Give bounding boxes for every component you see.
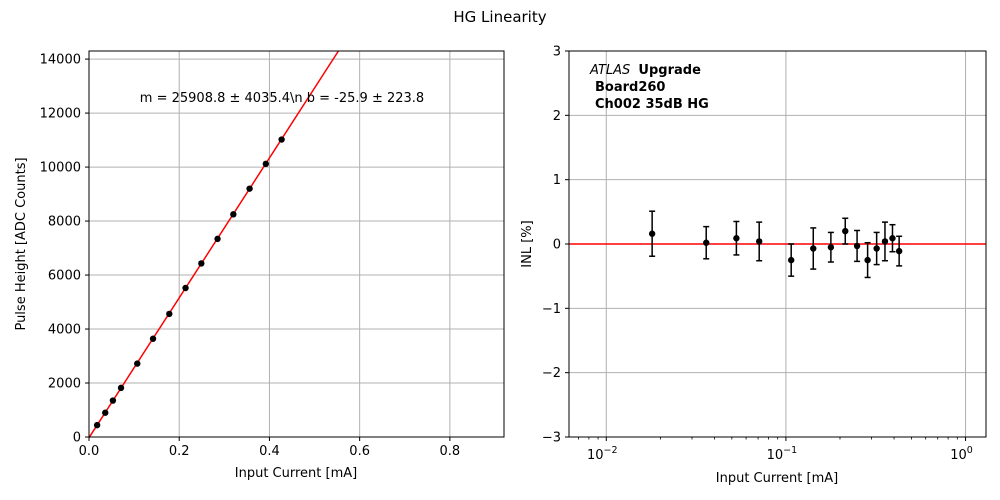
left-x-tick-label: 0.6 bbox=[349, 444, 370, 459]
figure-title: HG Linearity bbox=[453, 8, 546, 26]
right-y-tick-label: −3 bbox=[542, 431, 561, 446]
left-x-tick-label: 0.2 bbox=[169, 444, 190, 459]
right-data-point-group bbox=[787, 243, 795, 277]
right-data-point-group bbox=[853, 229, 861, 263]
atlas-experiment: ATLAS bbox=[589, 63, 630, 78]
left-y-tick-label: 14000 bbox=[40, 53, 81, 68]
right-data-point-group bbox=[648, 210, 656, 257]
right-data-point-group bbox=[889, 223, 896, 253]
right-data-point bbox=[733, 235, 740, 242]
right-y-tick-label: −1 bbox=[542, 302, 561, 317]
right-data-point bbox=[881, 238, 889, 245]
left-y-tick-label: 12000 bbox=[40, 107, 81, 122]
left-fit-line-group bbox=[88, 50, 340, 439]
right-data-point bbox=[842, 227, 849, 235]
left-data-point bbox=[166, 310, 173, 318]
right-data-point bbox=[895, 247, 903, 255]
left-x-tick-label: 0.0 bbox=[79, 444, 100, 459]
left-x-tick-label: 0.4 bbox=[259, 444, 280, 459]
right-data-point bbox=[755, 238, 763, 245]
right-x-axis-label: Input Current [mA] bbox=[716, 471, 838, 486]
left-data-point bbox=[149, 335, 157, 342]
right-data-point bbox=[787, 256, 795, 264]
channel-label: Ch002 35dB HG bbox=[595, 97, 709, 112]
right-y-tick-label: −2 bbox=[542, 366, 561, 381]
right-data-point-group bbox=[842, 217, 849, 245]
left-fit-line bbox=[88, 50, 340, 439]
right-data-point-group bbox=[755, 221, 763, 262]
left-y-ticks: 0 2000 4000 6000 8000 10000 12000 14000 bbox=[40, 53, 89, 446]
right-data-point bbox=[864, 256, 871, 264]
right-points bbox=[648, 210, 903, 279]
left-data-point bbox=[262, 160, 270, 168]
left-y-tick-label: 8000 bbox=[48, 215, 81, 230]
right-data-point bbox=[853, 242, 861, 250]
left-data-point bbox=[117, 384, 125, 392]
left-data-point bbox=[109, 397, 117, 404]
right-data-point bbox=[648, 230, 656, 237]
left-data-point bbox=[246, 185, 253, 192]
right-data-point-group bbox=[873, 231, 880, 266]
right-data-point bbox=[703, 239, 710, 246]
left-data-point bbox=[278, 136, 285, 143]
right-data-point-group bbox=[733, 220, 740, 256]
left-fit-annotation: m = 25908.8 ± 4035.4\n b = -25.9 ± 223.8 bbox=[140, 91, 424, 106]
right-data-point-group bbox=[895, 235, 903, 267]
left-x-tick-label: 0.8 bbox=[440, 444, 461, 459]
right-x-tick-label: 100 bbox=[950, 445, 973, 463]
left-data-point bbox=[182, 284, 189, 292]
left-y-axis-label: Pulse Height [ADC Counts] bbox=[14, 157, 29, 330]
left-y-tick-label: 10000 bbox=[40, 161, 81, 176]
left-y-tick-label: 0 bbox=[73, 431, 81, 446]
left-y-tick-label: 2000 bbox=[48, 377, 81, 392]
right-data-point bbox=[889, 235, 896, 242]
right-x-tick-label: 10−2 bbox=[587, 445, 618, 463]
right-y-tick-label: 0 bbox=[553, 238, 561, 253]
right-data-point-group bbox=[881, 221, 889, 262]
board-label: Board260 bbox=[595, 80, 665, 95]
atlas-status: Upgrade bbox=[638, 63, 701, 78]
right-data-point bbox=[810, 245, 817, 252]
right-y-tick-label: 1 bbox=[553, 173, 561, 188]
right-data-point-group bbox=[864, 241, 871, 279]
left-y-tick-label: 6000 bbox=[48, 269, 81, 284]
right-data-point bbox=[827, 244, 835, 251]
right-y-tick-label: 3 bbox=[553, 45, 561, 60]
left-y-tick-label: 4000 bbox=[48, 323, 81, 338]
right-data-point-group bbox=[810, 227, 817, 270]
right-x-tick-label: 10−1 bbox=[767, 445, 798, 463]
right-data-point bbox=[873, 245, 880, 252]
left-data-point bbox=[214, 235, 221, 243]
left-plot: 0.0 0.2 0.4 0.6 0.8 0 2000 4000 6000 8000 10000 12… bbox=[14, 50, 505, 481]
left-data-point bbox=[102, 409, 109, 416]
left-data-point bbox=[198, 260, 205, 267]
right-x-ticks: 10−2 10−1 100 bbox=[578, 437, 973, 463]
right-y-tick-label: 2 bbox=[553, 109, 561, 124]
right-plot: 10−2 10−1 100 −3 −2 −1 0 1 2 3 Input Current [mA… bbox=[520, 45, 987, 486]
right-data-point-group bbox=[827, 231, 835, 263]
left-plot-frame bbox=[88, 50, 505, 438]
atlas-label: ATLAS Upgrade bbox=[589, 63, 701, 78]
right-y-axis-label: INL [%] bbox=[520, 220, 535, 267]
left-points bbox=[93, 136, 285, 429]
right-data-point-group bbox=[703, 225, 710, 260]
left-data-point bbox=[93, 421, 101, 429]
left-data-point bbox=[134, 360, 141, 367]
left-x-axis-label: Input Current [mA] bbox=[235, 466, 357, 481]
left-data-point bbox=[230, 211, 237, 218]
left-x-ticks: 0.0 0.2 0.4 0.6 0.8 bbox=[79, 437, 461, 459]
right-y-ticks: −3 −2 −1 0 1 2 3 bbox=[542, 45, 569, 446]
